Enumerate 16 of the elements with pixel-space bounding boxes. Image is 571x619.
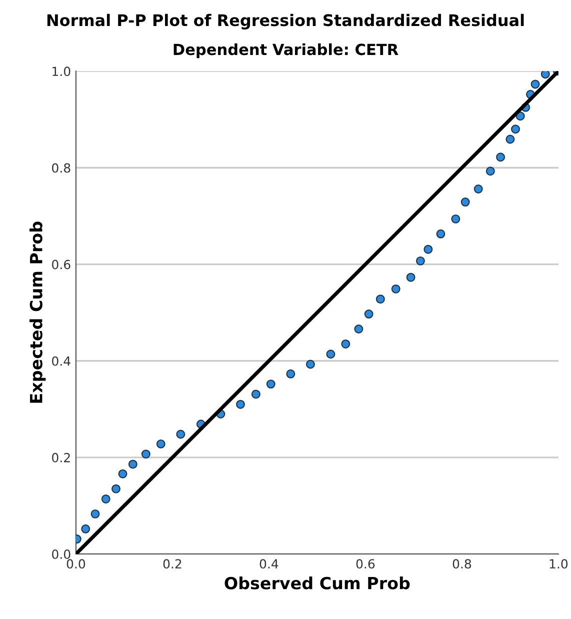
x-tick-label: 0.8 (452, 559, 472, 569)
x-axis-title: Observed Cum Prob (224, 576, 410, 590)
y-tick-label: 0.2 (52, 452, 70, 462)
x-tick-label: 1.0 (550, 559, 568, 569)
x-tick-label: 0.6 (356, 559, 375, 569)
y-axis-title: Expected Cum Prob (30, 222, 46, 403)
chart-title: Normal P-P Plot of Regression Standardized Residual (47, 14, 524, 30)
x-tick-label: 0.2 (163, 559, 182, 569)
y-tick-label: 1.0 (52, 66, 70, 76)
y-tick-label: 0.6 (52, 260, 70, 270)
x-tick-label: 0.0 (66, 559, 86, 569)
y-tick-label: 0.4 (52, 356, 70, 366)
y-tick-label: 0.8 (52, 163, 70, 173)
y-tick-label: 0.0 (52, 549, 70, 559)
chart-subtitle: Dependent Variable: CETR (174, 43, 398, 58)
x-tick-label: 0.4 (260, 559, 278, 569)
